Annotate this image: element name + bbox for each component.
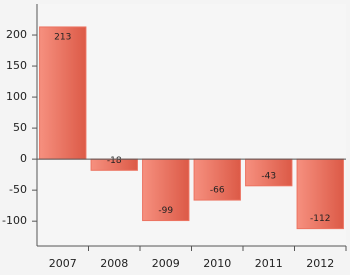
value-label: 213 [54, 32, 71, 42]
bar [296, 158, 344, 230]
y-tick-label: -100 [2, 214, 27, 227]
x-tick-label: 2008 [100, 257, 128, 270]
x-tick-label: 2009 [152, 257, 180, 270]
bar [193, 158, 241, 201]
bar [142, 158, 190, 222]
x-tick-label: 2010 [203, 257, 231, 270]
value-label: -43 [261, 171, 276, 181]
y-tick-label: 200 [6, 28, 27, 41]
bar [39, 26, 87, 160]
x-tick-label: 2011 [255, 257, 283, 270]
y-tick-label: 150 [6, 59, 27, 72]
bar [245, 158, 293, 187]
x-tick-label: 2012 [306, 257, 334, 270]
value-label: -18 [107, 156, 122, 166]
value-label: -66 [210, 186, 225, 196]
y-tick-label: 100 [6, 90, 27, 103]
y-tick-label: -50 [9, 183, 27, 196]
plot-area [37, 4, 346, 246]
x-tick-label: 2007 [49, 257, 77, 270]
value-label: -99 [158, 206, 173, 216]
y-tick-label: 0 [20, 152, 27, 165]
y-tick-label: 50 [13, 121, 27, 134]
value-label: -112 [310, 214, 330, 224]
